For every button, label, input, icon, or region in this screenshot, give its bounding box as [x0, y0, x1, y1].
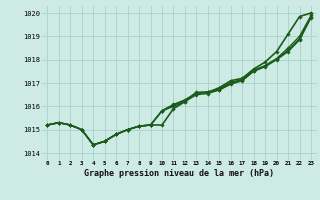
X-axis label: Graphe pression niveau de la mer (hPa): Graphe pression niveau de la mer (hPa): [84, 169, 274, 178]
